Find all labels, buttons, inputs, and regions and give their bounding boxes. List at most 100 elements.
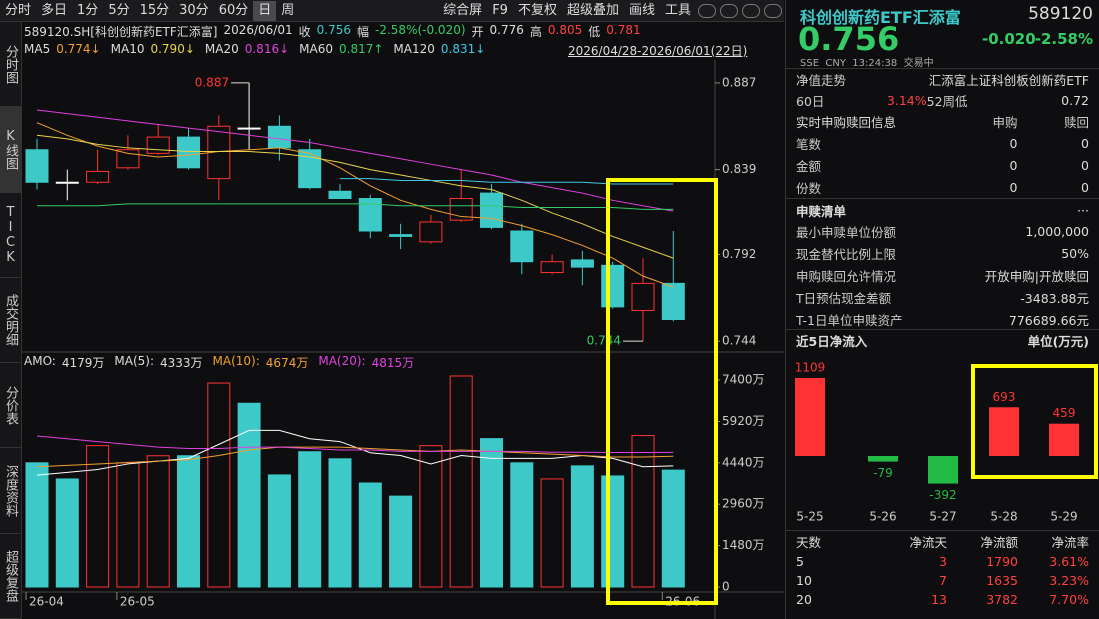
candle-body xyxy=(55,181,79,184)
toolbar-tab[interactable]: 15分 xyxy=(139,2,170,18)
cell: 份数 xyxy=(796,180,822,196)
candle-body xyxy=(510,230,534,263)
side-tab[interactable]: 深度资料 xyxy=(0,448,21,534)
info-item: 高 xyxy=(529,25,542,39)
label: 净值走势 xyxy=(796,72,847,88)
td: 1635 xyxy=(986,572,1018,588)
td: 20 xyxy=(796,591,812,607)
td: 3 xyxy=(939,553,947,569)
toolbar-button[interactable]: F9 xyxy=(492,2,508,18)
toolbar-button[interactable]: 画线 xyxy=(628,2,655,18)
kline-chart: 0.887 0.839 0.792 0.744 7400万 5920万 4440万 2960万… xyxy=(22,60,784,619)
flow-bar xyxy=(989,407,1019,456)
td: 1790 xyxy=(986,553,1018,569)
cell: 开放申购|开放赎回 xyxy=(984,268,1089,284)
right-panel: 科创创新药ETF汇添富 589120 0.756 -0.020 -2.58% SSE CN… xyxy=(785,0,1099,619)
ma-name: MA120 xyxy=(393,42,435,56)
high-label: 0.887 xyxy=(195,75,229,89)
cell: 52周低 xyxy=(926,93,968,109)
cell: 0 xyxy=(1009,179,1018,195)
ma-line xyxy=(36,134,674,259)
toolbar-button[interactable]: 工具 xyxy=(664,2,691,18)
unit: 单位(万元) xyxy=(1027,333,1089,349)
highlight-box xyxy=(971,364,1098,479)
flow-label: 459 xyxy=(1053,406,1076,420)
toolbar-button[interactable]: 综合屏 xyxy=(443,2,483,18)
y-tick-label: 0.887 xyxy=(722,75,756,89)
toolbar-tab[interactable]: 5分 xyxy=(108,2,130,18)
icon-button[interactable] xyxy=(720,3,738,18)
side-tab[interactable]: 超级复盘 xyxy=(0,534,21,619)
candle-body xyxy=(146,136,170,154)
volume-bar xyxy=(389,495,413,588)
toolbar-tab[interactable]: 分时 xyxy=(5,2,32,18)
volume-bar xyxy=(86,445,110,588)
toolbar-tab[interactable]: 1分 xyxy=(77,2,99,18)
side-tab[interactable]: 分价表 xyxy=(0,363,21,449)
candle-body xyxy=(328,190,352,200)
side-tab[interactable]: 分时图 xyxy=(0,22,21,108)
icon-button[interactable] xyxy=(742,3,760,18)
cell: 0 xyxy=(1081,179,1089,195)
side-tab[interactable]: TICK xyxy=(0,193,21,278)
side-tab[interactable]: 成交明细 xyxy=(0,278,21,364)
vol-tick-label: 2960万 xyxy=(722,497,765,511)
quote-code: 589120 xyxy=(1028,4,1093,24)
cell: 申购赎回允许情况 xyxy=(796,268,897,284)
candle-body xyxy=(298,149,322,189)
toolbar-tab[interactable]: 30分 xyxy=(179,2,209,18)
sep xyxy=(786,530,1099,531)
ma-value: 0.774↓ xyxy=(56,42,101,56)
toolbar-tab[interactable]: 60分 xyxy=(218,2,249,18)
vol-value: 4674万 xyxy=(265,356,309,370)
vol-tick-label: 1480万 xyxy=(722,538,765,552)
th: 净流额 xyxy=(980,534,1018,550)
volume-bar xyxy=(480,438,503,588)
quote-pct: -2.58% xyxy=(1034,30,1093,48)
toolbar-tab[interactable]: 周 xyxy=(281,2,295,18)
candle-body xyxy=(480,192,503,228)
ma-legend: MA5 0.774↓ MA10 0.790↓ MA20 0.816↓ MA60 0.817↑ M… xyxy=(24,42,489,58)
candle-body xyxy=(661,282,685,320)
date-range: 2026/04/28-2026/06/01(22日) xyxy=(568,44,748,58)
flow-label: 693 xyxy=(993,390,1016,404)
side-tab[interactable]: K线图 xyxy=(0,107,21,193)
cell: 3.14% xyxy=(886,92,927,108)
nav-row: 60日 3.14% 52周低 0.72 xyxy=(796,89,1089,111)
ma-name: MA20 xyxy=(204,42,239,56)
x-tick-label: 26-04 xyxy=(29,595,64,609)
ma-name: MA5 xyxy=(24,42,51,56)
toolbar-tab[interactable]: 多日 xyxy=(41,2,68,18)
list-row: 申购赎回允许情况 开放申购|开放赎回 xyxy=(796,264,1089,286)
list-header: 申赎清单 ··· xyxy=(796,199,1089,221)
title: 实时申购赎回信息 xyxy=(796,114,897,130)
vol-tick-label: 7400万 xyxy=(722,373,765,387)
ma-line xyxy=(36,429,674,476)
flow-label: 1109 xyxy=(795,361,826,375)
cell: 1,000,000 xyxy=(1025,223,1089,239)
volume-bar xyxy=(510,462,534,588)
info-item: 收 xyxy=(298,25,311,39)
icon-button[interactable] xyxy=(698,3,716,18)
toolbar-tab[interactable]: 日 xyxy=(253,0,277,21)
col: 申购 xyxy=(992,114,1018,130)
volume-bar xyxy=(177,455,200,588)
ma-line xyxy=(36,446,674,468)
info-line: 589120.SH[科创创新药ETF汇添富] 2026/06/01 收 0.756 幅 -… xyxy=(24,23,641,41)
td: 3.61% xyxy=(1049,553,1089,569)
ma-line xyxy=(36,435,674,453)
more[interactable]: ··· xyxy=(1077,202,1089,218)
flow-label: -79 xyxy=(873,466,893,480)
flow-bar xyxy=(868,456,898,462)
cell: 现金替代比例上限 xyxy=(796,246,897,262)
ma-name: MA60 xyxy=(299,42,333,56)
flow-date: 5-25 xyxy=(796,510,823,524)
title: 申赎清单 xyxy=(796,203,847,219)
volume-bar xyxy=(146,455,170,588)
toolbar-button[interactable]: 不复权 xyxy=(517,2,557,18)
vol-value: 4333万 xyxy=(160,356,203,370)
ma-value: 0.790↓ xyxy=(150,42,195,56)
toolbar-button[interactable]: 超级叠加 xyxy=(566,2,619,18)
nav-row: 净值走势 汇添富上证科创板创新药ETF xyxy=(796,68,1089,90)
icon-button[interactable] xyxy=(764,3,782,18)
